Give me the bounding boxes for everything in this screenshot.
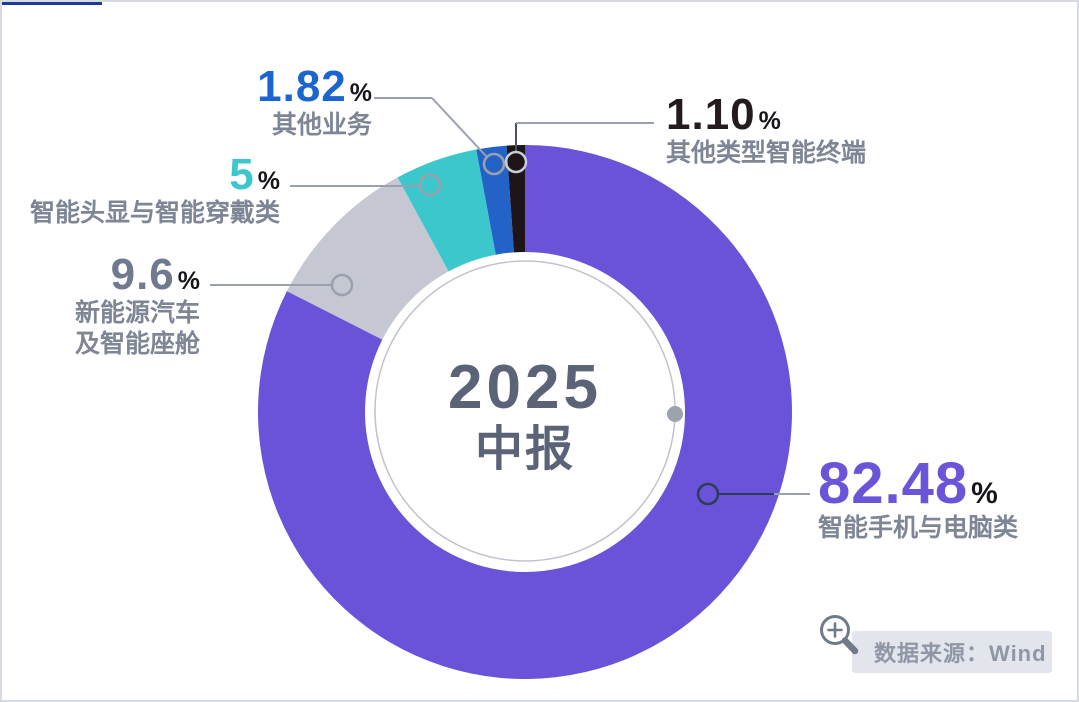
center-decor-dot [667,406,683,422]
slice-value-row: 82.48% [818,455,1018,513]
slice-value: 9.6 [110,250,175,299]
slice-callout-ev-cockpit: 9.6% 新能源汽车 及智能座舱 [40,252,200,360]
percent-sign: % [758,107,781,135]
center-label-period: 中报 [474,423,575,476]
slice-value-row: 1.82% [182,64,372,110]
donut-slice-3 [476,145,514,255]
callout-lines [210,97,810,506]
slice-callout-headset-wearable: 5% 智能头显与智能穿戴类 [20,152,280,229]
slice-value: 82.48 [818,451,969,516]
slice-label-line1: 新能源汽车 [74,299,200,327]
center-label-year: 2025 [448,353,602,422]
percent-sign: % [257,167,280,195]
percent-sign: % [349,79,372,107]
callout-marker-4 [504,150,528,174]
magnifier-icon [820,615,859,655]
slice-label: 智能手机与电脑类 [818,514,1019,542]
slice-callout-other-terminals: 1.10% 其他类型智能终端 [666,92,866,169]
slice-value-row: 1.10% [666,92,866,138]
data-source-text: 数据来源：Wind [874,641,1047,666]
percent-sign: % [971,477,998,510]
slice-label: 其他业务 [271,111,372,139]
data-source-badge: 数据来源：Wind [852,631,1052,673]
callout-marker-0 [696,482,720,506]
top-accent-bar [2,2,102,5]
slice-value-row: 9.6% [40,252,200,298]
slice-value: 5 [229,150,255,199]
slice-value: 1.10 [666,90,756,139]
slice-label: 智能头显与智能穿戴类 [29,199,280,227]
slice-label: 其他类型智能终端 [666,139,867,167]
callout-marker-2 [418,173,442,197]
chart-center-label: 2025 中报 [375,355,675,479]
slice-value-row: 5% [20,152,280,198]
donut-slice-0 [257,145,792,679]
callout-marker-3 [482,152,506,176]
slice-value: 1.82 [257,62,347,111]
callout-line-3 [431,97,487,157]
donut-slice-1 [286,177,449,340]
slice-callout-smartphone-pc: 82.48% 智能手机与电脑类 [818,455,1018,544]
slice-callout-other-business: 1.82% 其他业务 [182,64,372,141]
percent-sign: % [177,267,200,295]
slice-label-line2: 及智能座舱 [74,330,200,358]
callout-marker-1 [330,273,354,297]
